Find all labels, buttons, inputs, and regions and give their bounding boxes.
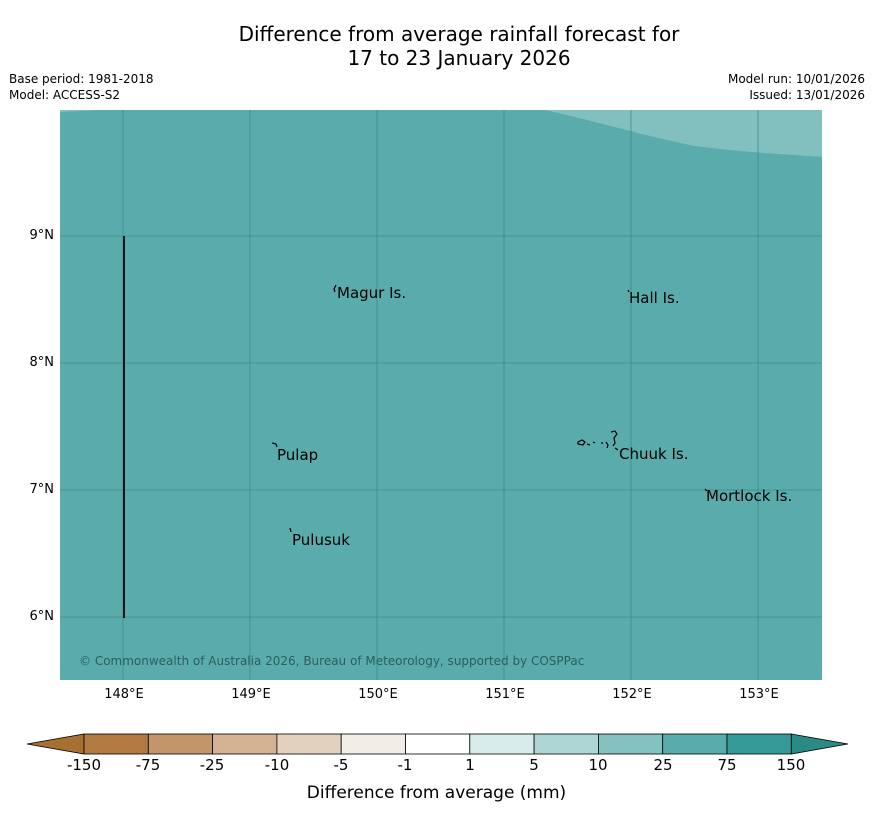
pulusuk-island-shape bbox=[289, 527, 292, 533]
colorbar-bin-5 bbox=[340, 733, 406, 755]
place-label-pulusuk: Pulusuk bbox=[292, 531, 350, 549]
lat-label-6n: 6°N bbox=[29, 609, 55, 624]
map-title: Difference from average rainfall forecas… bbox=[0, 22, 873, 70]
issued-date: Issued: 13/01/2026 bbox=[749, 88, 865, 102]
colorbar-bin-4 bbox=[276, 733, 342, 755]
lat-label-7n: 7°N bbox=[29, 482, 55, 497]
colorbar-extend-low bbox=[26, 733, 85, 755]
colorbar-tick-label: -5 bbox=[333, 756, 349, 774]
colorbar-tick-label: 75 bbox=[717, 756, 737, 774]
colorbar-extend-high bbox=[790, 733, 849, 755]
place-label-magur: Magur Is. bbox=[337, 284, 407, 302]
colorbar-tick-label: 150 bbox=[776, 756, 806, 774]
copyright-notice: © Commonwealth of Australia 2026, Bureau… bbox=[79, 654, 585, 668]
colorbar-tick-label: 25 bbox=[653, 756, 673, 774]
colorbar-bin-10 bbox=[662, 733, 728, 755]
lon-label-150e: 150°E bbox=[358, 687, 398, 702]
colorbar-tick-label: 5 bbox=[529, 756, 539, 774]
map-background bbox=[60, 110, 822, 680]
colorbar-bin-8 bbox=[533, 733, 599, 755]
meta-right: Model run: 10/01/2026 Issued: 13/01/2026 bbox=[728, 71, 865, 103]
mortlock-island-shape bbox=[704, 488, 708, 492]
lon-label-153e: 153°E bbox=[739, 687, 779, 702]
colorbar-tick-label: -10 bbox=[264, 756, 290, 774]
colorbar-tick-label: -150 bbox=[66, 756, 102, 774]
lon-label-152e: 152°E bbox=[612, 687, 652, 702]
island-outlines bbox=[271, 284, 708, 533]
colorbar bbox=[26, 733, 849, 755]
map-canvas bbox=[60, 110, 822, 680]
lon-label-149e: 149°E bbox=[231, 687, 271, 702]
chuuk-lagoon-shape bbox=[577, 430, 619, 451]
place-label-pulap: Pulap bbox=[277, 446, 319, 464]
colorbar-bin-6 bbox=[405, 733, 471, 755]
colorbar-tick-label: -1 bbox=[397, 756, 413, 774]
map-area: © Commonwealth of Australia 2026, Bureau… bbox=[60, 110, 822, 680]
colorbar-tick-label: -75 bbox=[135, 756, 161, 774]
base-period: Base period: 1981-2018 bbox=[9, 72, 154, 86]
pulap-island-shape bbox=[271, 442, 278, 448]
place-label-mortlock: Mortlock Is. bbox=[706, 487, 793, 505]
colorbar-tick-label: 1 bbox=[465, 756, 475, 774]
model-run: Model run: 10/01/2026 bbox=[727, 72, 865, 86]
gridlines bbox=[60, 110, 822, 680]
magur-island-shape bbox=[333, 284, 337, 293]
title-line-1: Difference from average rainfall forecas… bbox=[238, 22, 680, 46]
colorbar-bin-3 bbox=[212, 733, 278, 755]
colorbar-tick-label: -25 bbox=[199, 756, 225, 774]
colorbar-bin-9 bbox=[598, 733, 664, 755]
lat-label-9n: 9°N bbox=[29, 228, 55, 243]
model-name: Model: ACCESS-S2 bbox=[9, 88, 121, 102]
colorbar-bin-2 bbox=[147, 733, 214, 755]
place-label-hall: Hall Is. bbox=[629, 289, 680, 307]
upper-anomaly-region bbox=[545, 110, 822, 157]
colorbar-bin-1 bbox=[83, 733, 149, 755]
colorbar-title: Difference from average (mm) bbox=[306, 783, 567, 803]
title-line-2: 17 to 23 January 2026 bbox=[347, 46, 571, 70]
colorbar-bin-11 bbox=[726, 733, 792, 755]
hall-island-shape bbox=[627, 289, 630, 293]
place-label-chuuk: Chuuk Is. bbox=[619, 445, 689, 463]
lon-label-151e: 151°E bbox=[485, 687, 525, 702]
lat-label-8n: 8°N bbox=[29, 355, 55, 370]
lon-label-148e: 148°E bbox=[104, 687, 144, 702]
colorbar-tick-label: 10 bbox=[588, 756, 608, 774]
upper-left-sliver bbox=[60, 110, 100, 112]
meta-left: Base period: 1981-2018 Model: ACCESS-S2 bbox=[9, 71, 154, 103]
colorbar-bin-7 bbox=[469, 733, 535, 755]
